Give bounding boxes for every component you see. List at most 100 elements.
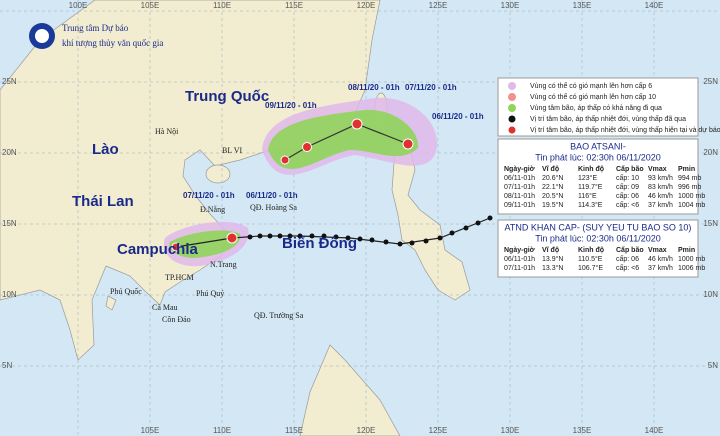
past-position (287, 233, 293, 239)
past-position (423, 238, 429, 244)
table-cell: 46 km/h (648, 193, 673, 200)
table-header: Pmin (678, 166, 695, 173)
longitude-label: 105E (141, 1, 160, 10)
latitude-label: 15N (2, 219, 17, 228)
table-box (497, 138, 699, 215)
land (0, 0, 471, 436)
table-cell: cấp: 09 (616, 182, 639, 191)
longitude-label: 115E (285, 426, 303, 435)
table-cell: 996 mb (678, 184, 701, 191)
forecast-positions (171, 118, 414, 252)
table-title: ATND KHAN CAP- (SUY YEU TU BAO SO 10) (505, 222, 692, 232)
longitude-label: 110E (213, 426, 231, 435)
logo (35, 29, 49, 43)
table-cell: 06/11-01h (504, 256, 535, 263)
table-cell: 07/11-01h (504, 184, 535, 191)
longitude-label: 140E (645, 1, 664, 10)
table-cell: 83 km/h (648, 184, 673, 191)
storm-path-area (268, 109, 419, 169)
latitude-label: 15N (703, 219, 718, 228)
table-cell: cấp: 10 (616, 173, 639, 182)
legend-symbol (508, 93, 516, 101)
header-title: Trung tâm Dự báo (62, 23, 129, 33)
table-cell: 09/11-01h (504, 202, 535, 209)
table-cell: 20.6°N (542, 174, 563, 182)
legend-label: Vùng tâm bão, áp thấp có khả năng đi qua (530, 103, 662, 112)
legend-label: Vùng có thể có gió mạnh lên hơn cấp 6 (530, 81, 652, 90)
table-cell: 13.9°N (542, 255, 563, 263)
table-cell: 116°E (578, 192, 597, 200)
table-title: BAO ATSANI- (570, 141, 626, 151)
table-cell: 1006 mb (678, 265, 705, 272)
longitude-label: 125E (429, 426, 448, 435)
table-header: Vmax (648, 247, 667, 254)
past-positions (247, 215, 493, 247)
past-position (333, 234, 339, 240)
table-header: Vĩ độ (542, 166, 559, 173)
track-time-label: 08/11/20 - 01h (348, 83, 400, 92)
legend-box (497, 77, 699, 137)
legend-symbol (508, 115, 516, 123)
past-position (409, 240, 415, 246)
region-label: Biển Đông (282, 235, 357, 252)
longitude-label: 135E (573, 426, 592, 435)
table-cell: cấp: 06 (616, 191, 639, 200)
track-time-label: 06/11/20 - 01h (246, 191, 298, 200)
past-position (277, 233, 283, 239)
table-header: Vĩ độ (542, 247, 559, 254)
table-cell: 123°E (578, 174, 597, 182)
khancap-area (164, 221, 249, 267)
past-position (267, 233, 273, 239)
table-cell: 994 mb (678, 175, 701, 182)
past-position (463, 225, 469, 231)
region-label: Lào (92, 141, 119, 158)
place-label: BL VI (222, 146, 243, 155)
table-header: Ngày-giờ (504, 166, 535, 173)
place-label: Cà Mau (152, 303, 178, 312)
legend: Vùng có thể có gió mạnh lên hơn cấp 6 Vùn… (497, 77, 720, 137)
latitude-label: 20N (2, 148, 17, 157)
table-header: Vmax (648, 166, 667, 173)
longitude-label: 100E (69, 1, 88, 10)
table-cell: 37 km/h (648, 202, 673, 209)
table-cell: 08/11-01h (504, 193, 535, 200)
place-label: Hà Nội (155, 127, 179, 136)
region-label: Trung Quốc (185, 88, 269, 105)
longitude-label: 130E (501, 1, 520, 10)
longitude-label: 120E (357, 1, 376, 10)
place-label: Đ.Nẵng (200, 205, 225, 214)
past-position (449, 230, 455, 236)
table-issued: Tin phát lúc: 02:30h 06/11/2020 (535, 233, 661, 243)
longitude-label: 135E (573, 1, 592, 10)
storm-icon (302, 142, 312, 152)
storm-icon (280, 155, 290, 165)
table-cell: 93 km/h (648, 175, 673, 182)
place-label: Côn Đảo (162, 315, 191, 324)
place-label: Phú Quốc (110, 287, 142, 296)
table-cell: 1004 mb (678, 202, 705, 209)
past-position (357, 236, 363, 242)
track-time-label: 09/11/20 - 01h (265, 101, 317, 110)
latitude-label: 5N (2, 361, 12, 370)
latitude-label: 10N (2, 290, 17, 299)
table-cell: 06/11-01h (504, 175, 535, 182)
legend-symbol (508, 126, 516, 134)
latitude-label: 25N (703, 77, 718, 86)
storm-icon (226, 232, 238, 244)
atsani-track (284, 123, 409, 161)
place-label: TP.HCM (165, 273, 194, 282)
past-position (297, 233, 303, 239)
table-cell: 37 km/h (648, 265, 673, 272)
past-position (309, 233, 315, 239)
past-position (247, 234, 253, 240)
longitude-label: 115E (285, 1, 303, 10)
longitude-label: 125E (429, 1, 448, 10)
track-time-label: 06/11/20 - 01h (432, 112, 484, 121)
latitude-label: 20N (703, 148, 718, 157)
longitude-label: 130E (501, 426, 520, 435)
table-cell: 22.1°N (542, 183, 563, 191)
place-label: N.Trang (210, 260, 237, 269)
legend-symbol (508, 104, 516, 112)
borneo (299, 344, 401, 436)
table-cell: cấp: <6 (616, 200, 639, 209)
